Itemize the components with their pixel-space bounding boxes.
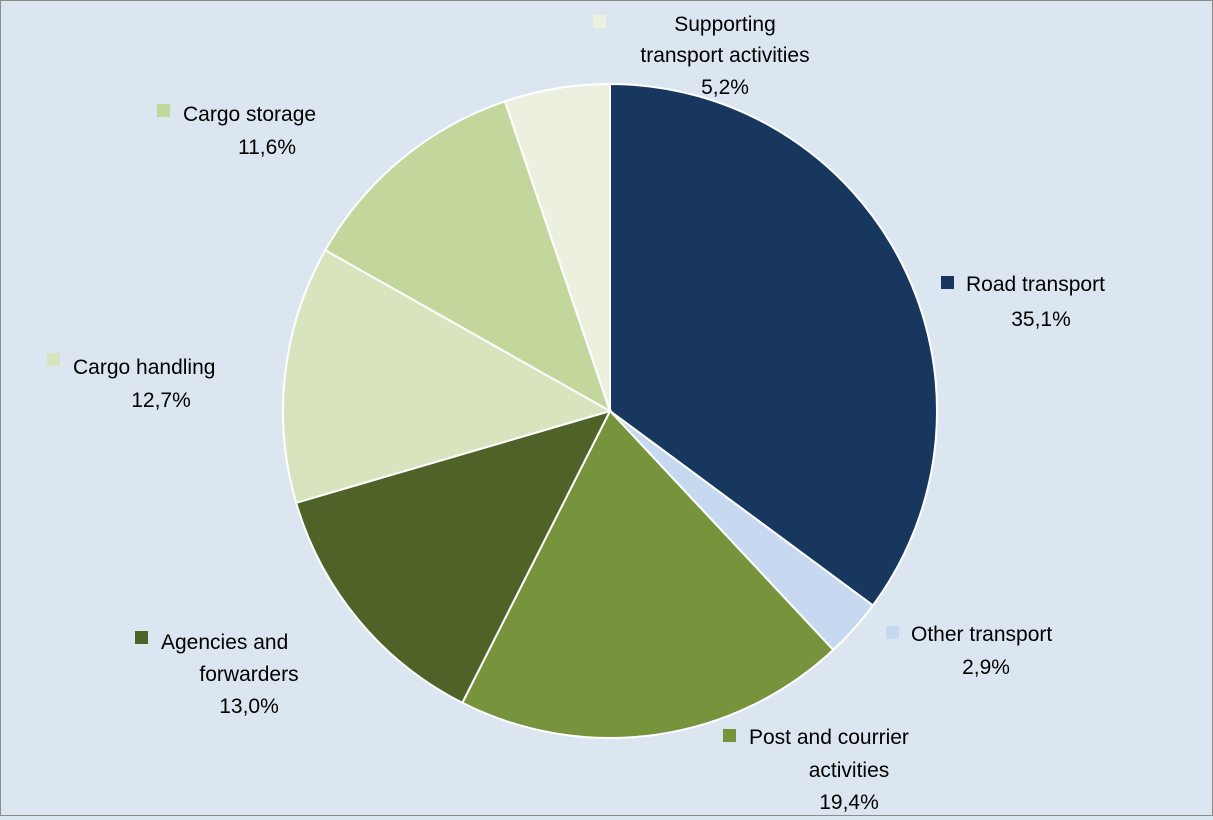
pie-slice-supporting-transport-activities	[503, 82, 611, 412]
pie-slice-agencies-and-forwarders	[294, 409, 612, 705]
legend-key-marker	[157, 104, 170, 117]
data-label-road-transport: Road transport 35,1%	[941, 273, 1105, 331]
data-label-category-line2: activities	[809, 759, 890, 782]
data-label-value: 5,2%	[701, 76, 749, 99]
pie-slice-cargo-handling	[282, 248, 613, 505]
pie-slices	[282, 82, 938, 739]
legend-key-marker	[723, 729, 736, 742]
data-label-value: 11,6%	[238, 136, 296, 159]
data-label-category: Other transport	[911, 623, 1052, 646]
data-label-value: 12,7%	[131, 389, 191, 412]
data-label-post-and-courrier-activities: Post and courrier activities 19,4%	[723, 726, 909, 814]
pie-slice-road-transport	[609, 82, 938, 607]
data-label-value: 13,0%	[219, 695, 279, 718]
data-label-supporting-transport-activities: Supporting transport activities 5,2%	[593, 13, 810, 99]
legend-key-marker	[47, 353, 60, 366]
data-label-cargo-storage: Cargo storage 11,6%	[157, 103, 316, 159]
data-label-category: Supporting	[674, 13, 776, 36]
data-label-category-line2: forwarders	[199, 663, 298, 686]
legend-key-marker	[886, 626, 899, 639]
data-label-category: Road transport	[966, 273, 1105, 296]
pie-slice-cargo-storage	[323, 100, 612, 414]
data-label-category: Cargo handling	[73, 356, 215, 379]
data-label-value: 35,1%	[1011, 308, 1071, 331]
pie-slice-post-and-courrier-activities	[460, 409, 835, 739]
pie-labels: Road transport 35,1% Other transport 2,9% Po…	[47, 13, 1105, 814]
data-label-value: 19,4%	[819, 791, 879, 814]
data-label-category: Cargo storage	[183, 103, 316, 126]
data-label-category: Agencies and	[161, 631, 288, 654]
data-label-cargo-handling: Cargo handling 12,7%	[47, 353, 215, 412]
data-label-category-line2: transport activities	[640, 44, 809, 67]
legend-key-marker	[135, 631, 148, 644]
data-label-category: Post and courrier	[749, 726, 909, 749]
legend-key-marker	[941, 276, 954, 289]
data-label-other-transport: Other transport 2,9%	[886, 623, 1052, 679]
data-label-value: 2,9%	[962, 656, 1010, 679]
legend-key-marker	[593, 15, 606, 28]
data-label-agencies-and-forwarders: Agencies and forwarders 13,0%	[135, 631, 299, 718]
